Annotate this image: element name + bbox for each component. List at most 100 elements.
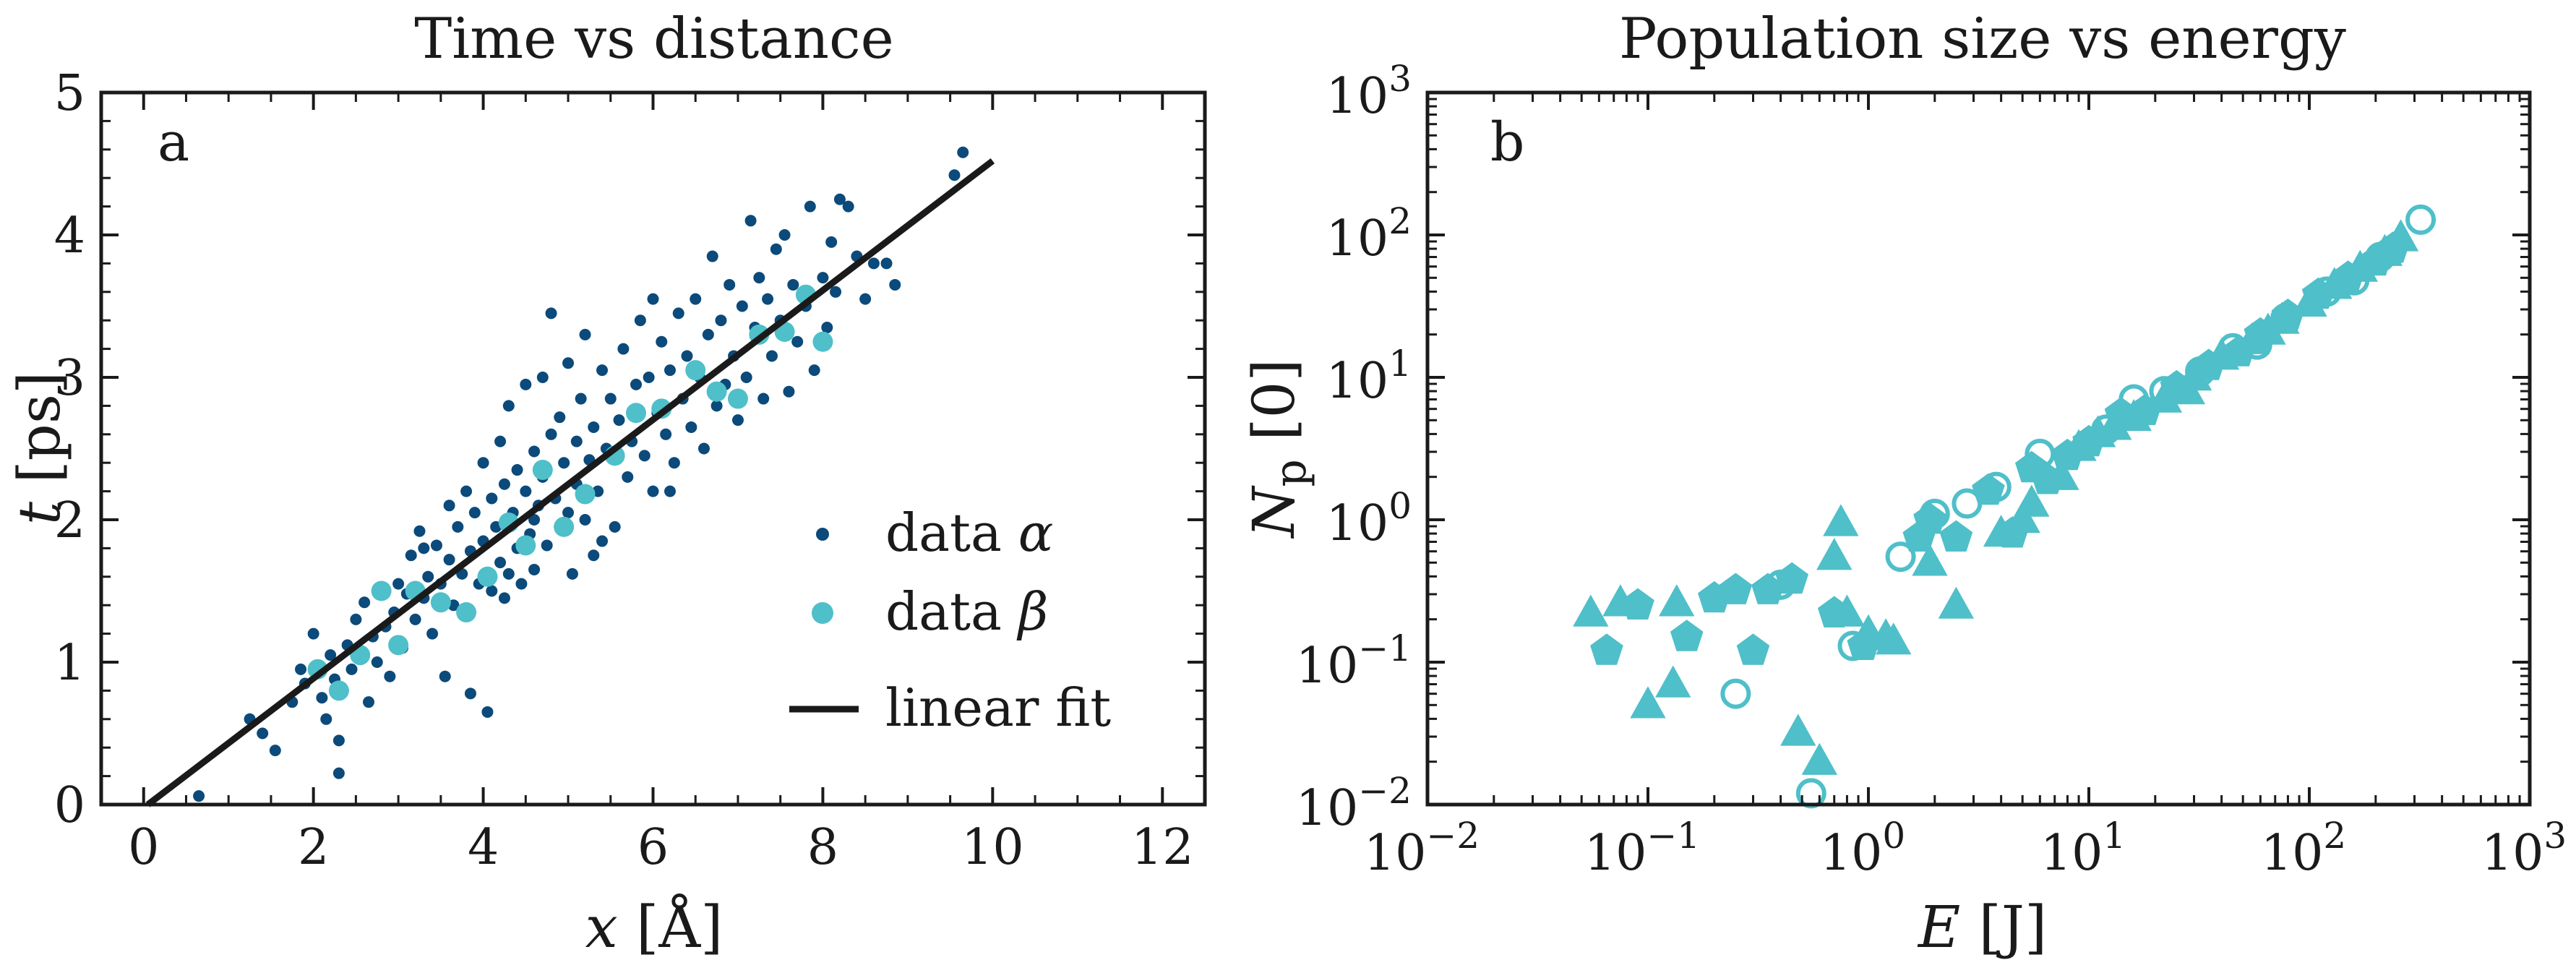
panel-b-xlabel: E [J] [1917, 893, 2047, 961]
y-tick-label: 5 [54, 65, 85, 122]
data-alpha-point [520, 378, 532, 390]
panel-a-letter: a [158, 111, 189, 173]
data-alpha-point [685, 421, 697, 433]
y-tick-label: 103 [1326, 58, 1412, 125]
open-circle-point [2118, 384, 2150, 415]
legend-label-data-alpha: data α [885, 502, 1053, 563]
data-alpha-point [690, 293, 702, 305]
data-alpha-point [710, 400, 723, 412]
data-beta-point [328, 680, 349, 701]
data-alpha-point [269, 745, 281, 757]
pentagon-point [1736, 633, 1770, 665]
data-beta-point [685, 360, 706, 381]
open-circle-point [2149, 376, 2180, 407]
open-circle-point [2270, 303, 2301, 334]
pentagon-point [2377, 231, 2410, 263]
triangle-point [1780, 713, 1816, 746]
data-beta-point [477, 566, 498, 587]
data-alpha-point [320, 713, 332, 725]
data-alpha-point [681, 350, 693, 362]
data-alpha-point [778, 229, 791, 241]
x-tick-label: 8 [807, 819, 838, 876]
data-alpha-point [426, 627, 439, 640]
data-alpha-point [617, 343, 630, 355]
open-circle-point [2091, 414, 2122, 445]
data-alpha-point [405, 549, 417, 562]
triangle-point [1912, 544, 1948, 576]
data-alpha-point [494, 435, 507, 447]
data-beta-point [812, 331, 833, 352]
data-alpha-point [731, 414, 744, 427]
open-circle-point [1765, 569, 1796, 600]
data-alpha-point [613, 414, 625, 427]
open-circle-point [2241, 329, 2272, 360]
x-tick-label: 10−2 [1364, 815, 1480, 882]
data-alpha-point [842, 200, 854, 213]
data-alpha-point [193, 790, 205, 802]
open-circle-point [2339, 265, 2370, 296]
data-alpha-point [460, 485, 473, 497]
triangle-point [1801, 742, 1838, 775]
pentagon-point [1817, 596, 1851, 627]
data-alpha-point [384, 670, 396, 682]
pentagon-point [1913, 502, 1946, 534]
data-alpha-point [477, 457, 489, 469]
y-tick-label: 0 [54, 777, 85, 834]
x-tick-label: 10−1 [1584, 815, 1700, 882]
pentagon-point [1939, 520, 1973, 552]
triangle-point [1630, 686, 1666, 719]
data-alpha-point [783, 385, 795, 398]
data-alpha-point [787, 278, 799, 291]
data-alpha-point [859, 293, 872, 305]
data-alpha-point [702, 328, 714, 340]
y-tick-label: 102 [1326, 200, 1412, 267]
triangle-point [1659, 584, 1695, 617]
data-alpha-point [528, 514, 541, 526]
data-alpha-point [350, 613, 362, 625]
data-alpha-point [409, 613, 421, 625]
triangle-point [1823, 504, 1859, 536]
data-alpha-point [332, 734, 345, 747]
data-alpha-point [660, 428, 672, 440]
data-alpha-point [630, 378, 643, 390]
data-alpha-point [672, 307, 684, 320]
data-alpha-point [740, 372, 752, 383]
data-alpha-point [825, 236, 838, 248]
data-alpha-point [486, 492, 498, 505]
data-alpha-point [345, 663, 358, 675]
data-alpha-point [392, 578, 405, 590]
data-beta-point [626, 403, 647, 424]
data-alpha-point [579, 328, 591, 340]
data-alpha-point [724, 278, 736, 291]
data-alpha-point [316, 692, 328, 704]
panel-b-ticks: 10−2 10−1 100 101 102 103 10−2 10−1 100 101 102 103 [1296, 58, 2567, 882]
data-beta-point [456, 602, 477, 623]
data-alpha-point [443, 500, 455, 512]
panel-b-title: Population size vs energy [1619, 7, 2346, 72]
data-alpha-point [647, 485, 659, 497]
data-alpha-point [622, 471, 634, 483]
data-alpha-point [439, 670, 451, 682]
data-alpha-point [588, 421, 600, 433]
open-circle-point [2365, 241, 2396, 273]
x-tick-label: 4 [468, 819, 499, 876]
legend-label-data-beta: data β [885, 581, 1048, 642]
data-alpha-point [498, 478, 510, 490]
data-alpha-point [554, 411, 566, 424]
open-circle-point [1919, 498, 1950, 529]
panel-a-ylabel: t [ps] [6, 372, 73, 525]
data-beta-point [388, 635, 409, 656]
data-alpha-point [753, 272, 765, 284]
data-alpha-point [468, 507, 481, 519]
data-beta-point [554, 516, 575, 537]
panel-a-frame [99, 90, 1207, 807]
data-alpha-point [588, 549, 600, 562]
data-alpha-point [528, 445, 541, 458]
data-alpha-point [536, 372, 549, 383]
x-tick-label: 6 [637, 819, 669, 876]
data-alpha-point [257, 727, 269, 740]
data-alpha-point [889, 278, 901, 291]
triangle-point [2014, 484, 2050, 517]
